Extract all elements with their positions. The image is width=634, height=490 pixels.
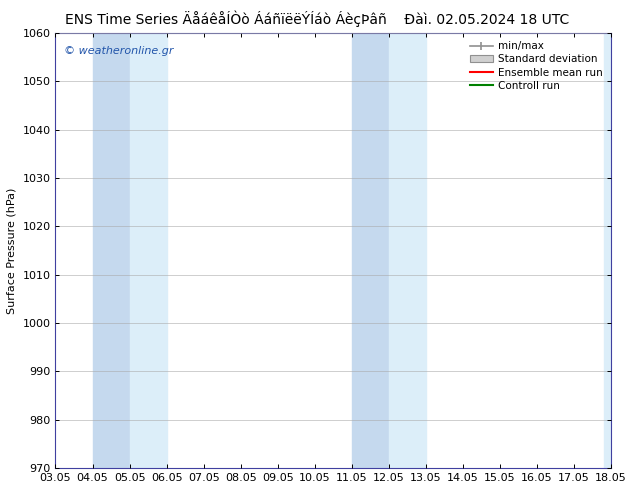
Bar: [389, 33, 426, 468]
Text: © weatheronline.gr: © weatheronline.gr: [64, 46, 173, 56]
Bar: [93, 33, 129, 468]
Bar: [604, 33, 611, 468]
Legend: min/max, Standard deviation, Ensemble mean run, Controll run: min/max, Standard deviation, Ensemble me…: [467, 38, 606, 94]
Bar: [129, 33, 167, 468]
Y-axis label: Surface Pressure (hPa): Surface Pressure (hPa): [7, 187, 17, 314]
Text: ENS Time Series ÄåáêåÍÒò ÁáñïëëÝÍáò ÁèçÞâñ    Ðàì. 02.05.2024 18 UTC: ENS Time Series ÄåáêåÍÒò ÁáñïëëÝÍáò ÁèçÞ…: [65, 11, 569, 27]
Bar: [352, 33, 389, 468]
